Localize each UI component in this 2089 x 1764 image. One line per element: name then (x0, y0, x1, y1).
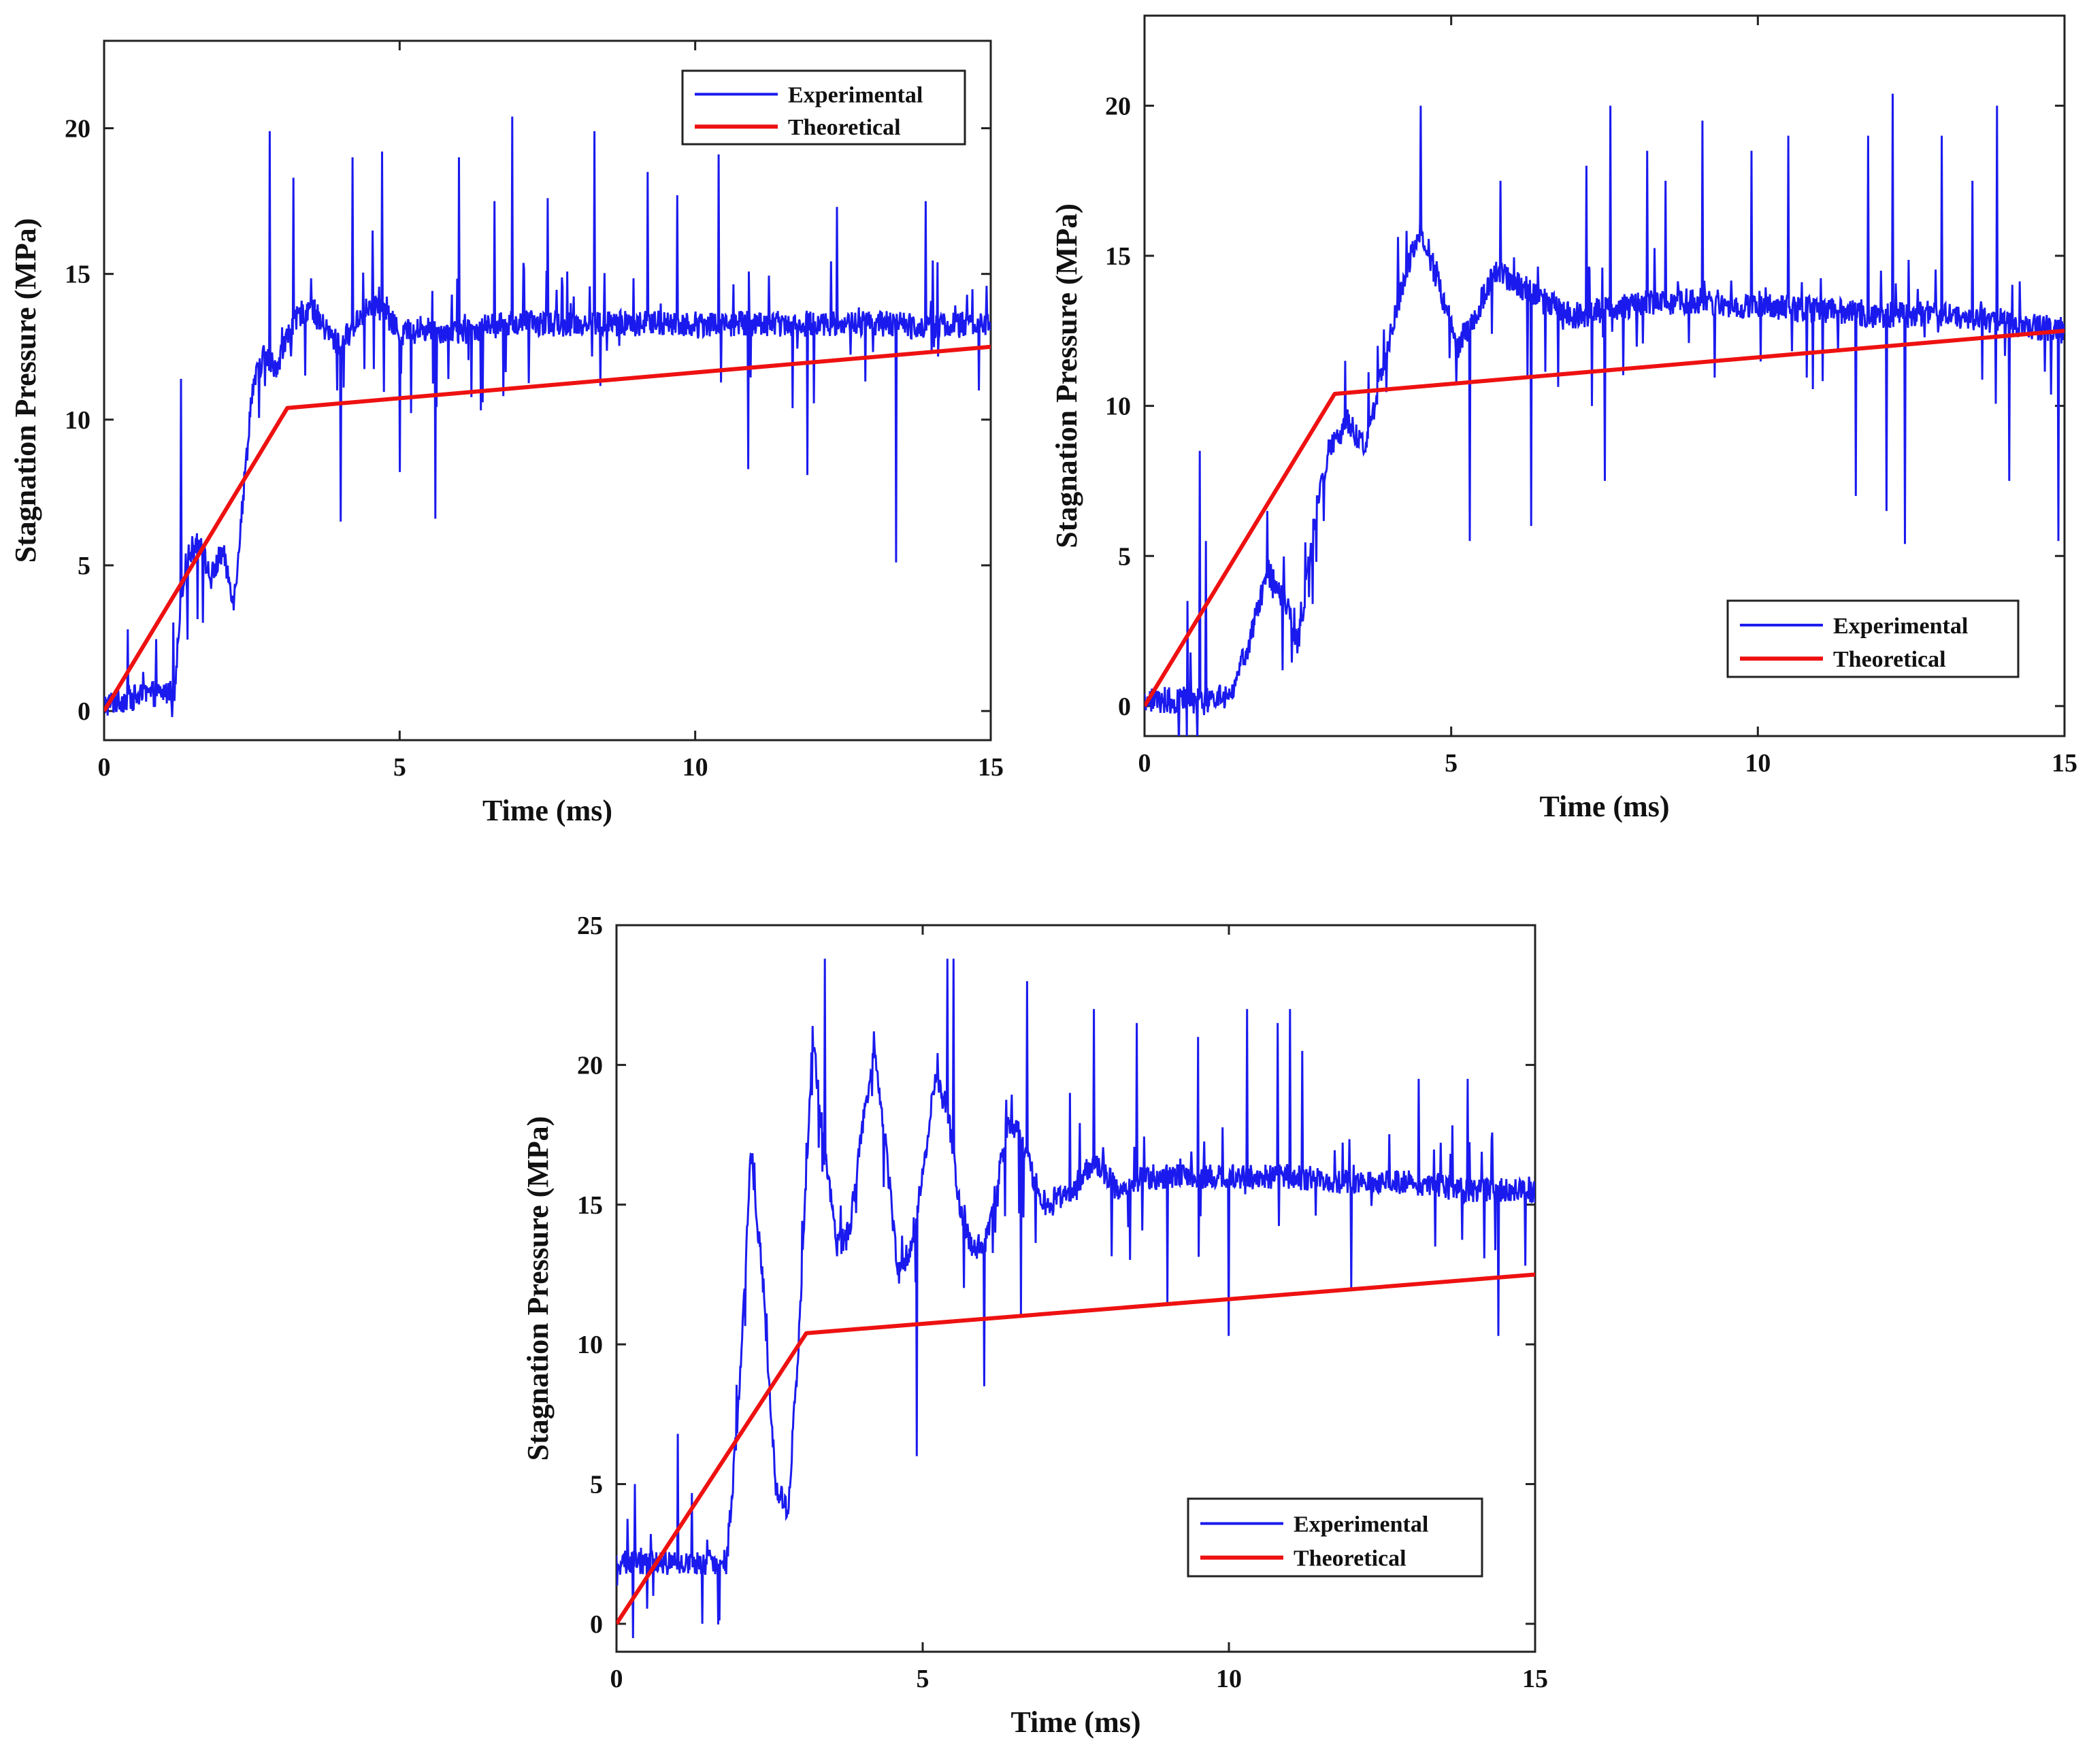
y-axis-label: Stagnation Pressure (MPa) (1050, 203, 1083, 548)
chart-panel-2: 0 5 10 15 0 5 10 15 20 Time (ms) Stagnation Pressu… (1050, 14, 2077, 823)
plot-frame (615, 924, 1536, 1653)
experimental-series (1145, 93, 2065, 736)
legend-box (1726, 599, 2020, 678)
legend: Experimental Theoretical (1187, 1497, 1483, 1578)
y-tick-label: 0 (590, 1610, 603, 1639)
y-tick-label: 20 (577, 1051, 603, 1080)
x-axis-label: Time (ms) (1539, 790, 1669, 823)
plot-area (616, 959, 1535, 1639)
y-tick-label: 20 (1105, 92, 1131, 120)
experimental-series (104, 116, 991, 718)
y-tick-label: 10 (577, 1331, 603, 1359)
y-tick-label: 25 (577, 912, 603, 940)
legend-label-theoretical: Theoretical (1294, 1546, 1407, 1571)
x-tick-label: 10 (1745, 749, 1771, 778)
y-tick-label: 15 (1105, 242, 1131, 271)
x-tick-label: 0 (1138, 749, 1151, 778)
legend-label-experimental: Experimental (788, 83, 923, 108)
chart-panel-3: 0 5 10 15 0 5 10 15 20 25 Time (ms) Stagnation Pres… (521, 912, 1548, 1739)
legend-label-theoretical: Theoretical (1833, 647, 1946, 672)
y-tick-label: 0 (78, 697, 91, 726)
x-axis-label: Time (ms) (482, 794, 612, 827)
x-tick-label: 0 (98, 753, 111, 782)
plot-frame (103, 39, 992, 742)
y-tick-label: 0 (1118, 693, 1131, 721)
chart-panel-1: 0 5 10 15 0 5 10 15 20 Time (ms) Stagnation Pressu… (9, 39, 1004, 827)
legend-label-theoretical: Theoretical (788, 115, 901, 140)
plot-frame (1143, 14, 2066, 737)
x-tick-label: 10 (1216, 1665, 1242, 1693)
legend-box (1187, 1497, 1483, 1578)
x-tick-label: 15 (978, 753, 1004, 782)
y-tick-label: 10 (65, 406, 91, 435)
theoretical-series (616, 1272, 1535, 1625)
legend-label-experimental: Experimental (1294, 1512, 1428, 1537)
x-tick-label: 5 (917, 1665, 930, 1693)
x-tick-label: 0 (610, 1665, 623, 1693)
x-axis-label: Time (ms) (1010, 1705, 1140, 1739)
y-axis-label: Stagnation Pressure (MPa) (521, 1116, 555, 1461)
x-tick-label: 15 (1522, 1665, 1548, 1693)
theoretical-series (1145, 329, 2065, 708)
x-tick-label: 5 (1445, 749, 1458, 778)
legend: Experimental Theoretical (1726, 599, 2020, 678)
y-tick-label: 5 (1118, 542, 1131, 571)
y-tick-label: 20 (65, 115, 91, 144)
legend-box (681, 69, 966, 146)
y-tick-label: 5 (78, 552, 91, 580)
legend-label-experimental: Experimental (1833, 614, 1968, 639)
y-axis-label: Stagnation Pressure (MPa) (9, 218, 42, 563)
y-tick-label: 10 (1105, 393, 1131, 421)
y-tick-label: 5 (590, 1471, 603, 1499)
x-tick-label: 5 (393, 753, 406, 782)
plot-area (104, 116, 991, 718)
y-tick-label: 15 (65, 261, 91, 289)
legend: Experimental Theoretical (681, 69, 966, 146)
y-tick-label: 15 (577, 1191, 603, 1220)
theoretical-series (104, 344, 991, 712)
plot-area (1145, 93, 2065, 736)
x-tick-label: 10 (682, 753, 708, 782)
x-tick-label: 15 (2052, 749, 2077, 778)
